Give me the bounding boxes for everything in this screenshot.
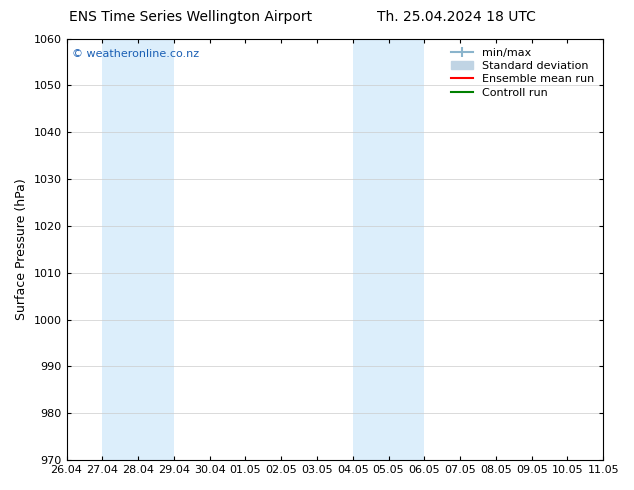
Legend: min/max, Standard deviation, Ensemble mean run, Controll run: min/max, Standard deviation, Ensemble me… (446, 43, 598, 102)
Y-axis label: Surface Pressure (hPa): Surface Pressure (hPa) (15, 178, 28, 320)
Bar (353, 39, 424, 460)
Text: Th. 25.04.2024 18 UTC: Th. 25.04.2024 18 UTC (377, 10, 536, 24)
Text: ENS Time Series Wellington Airport: ENS Time Series Wellington Airport (68, 10, 312, 24)
Bar (603, 39, 634, 460)
Bar (102, 39, 174, 460)
Text: © weatheronline.co.nz: © weatheronline.co.nz (72, 49, 199, 59)
